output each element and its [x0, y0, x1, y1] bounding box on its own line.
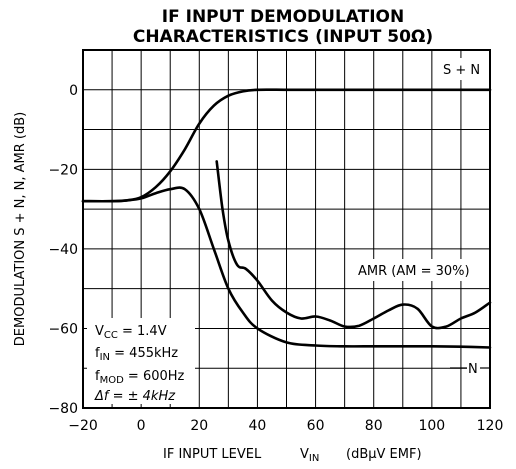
plot-frame [82, 49, 491, 409]
condition-deviation: Δf = ± 4kHz [94, 389, 176, 404]
condition-vcc: VCC = 1.4V [95, 324, 167, 341]
y-tick-label: −40 [48, 242, 78, 258]
x-tick-label: 80 [365, 418, 383, 434]
label-bg-sn [438, 58, 484, 80]
y-tick-label: −60 [48, 321, 78, 337]
conditions-bg [87, 318, 195, 404]
conditions-box: VCC = 1.4V fIN = 455kHz fMOD = 600Hz Δf … [87, 318, 195, 404]
x-tick-label: 20 [190, 418, 208, 434]
series-label-amr: AMR (AM = 30%) [358, 264, 470, 279]
x-tick-label: 100 [418, 418, 445, 434]
grid [83, 50, 490, 408]
condition-fmod: fMOD = 600Hz [95, 369, 185, 386]
x-tick-label: −20 [68, 418, 98, 434]
x-axis-label-var: VIN [300, 447, 319, 464]
y-tick-label: −20 [48, 162, 78, 178]
x-axis-label: IF INPUT LEVEL VIN (dBμV EMF) [163, 447, 422, 464]
series-line-amr [215, 160, 492, 330]
chart-subtitle: CHARACTERISTICS (INPUT 50Ω) [133, 27, 433, 47]
x-tick-label: 120 [477, 418, 504, 434]
series-label-n: N [468, 362, 478, 377]
x-tick-label: 40 [249, 418, 267, 434]
tick-layer: −20 0 20 40 60 80 100 120 0 −20 −40 −60 −80 [48, 83, 503, 434]
chart-title: IF INPUT DEMODULATION [162, 7, 404, 27]
series-label-sn: S + N [443, 63, 480, 78]
y-axis-label-text: DEMODULATION S + N, N, AMR (dB) [13, 112, 28, 346]
label-bg-amr [354, 259, 482, 281]
y-tick-label: −80 [48, 401, 78, 417]
series-layer [81, 88, 492, 349]
y-tick-label: 0 [69, 83, 78, 99]
y-axis-label: DEMODULATION S + N, N, AMR (dB) [13, 112, 28, 346]
label-bg-n [467, 359, 489, 377]
x-tick-label: 0 [137, 418, 146, 434]
x-axis-label-unit: (dBμV EMF) [346, 447, 422, 462]
condition-fin: fIN = 455kHz [95, 346, 178, 363]
x-tick-label: 60 [307, 418, 325, 434]
legend-labels: S + N AMR (AM = 30%) N [354, 58, 490, 377]
x-axis-label-text: IF INPUT LEVEL [163, 447, 262, 462]
series-line-n [81, 186, 492, 349]
